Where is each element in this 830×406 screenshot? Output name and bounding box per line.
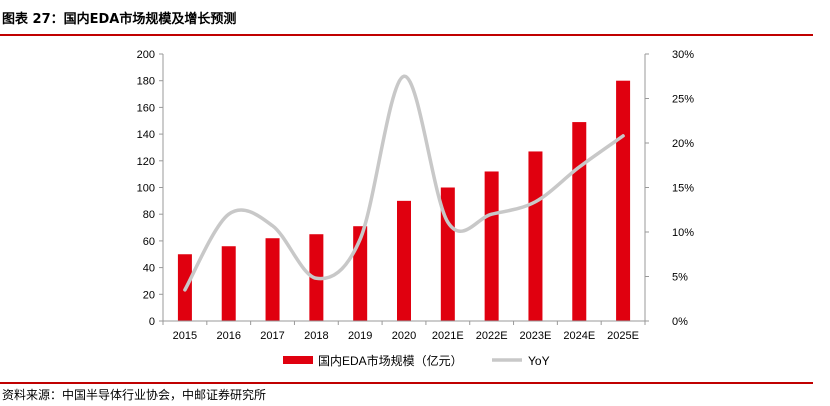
bar-2016 <box>221 246 236 321</box>
x-tick-label: 2024E <box>563 330 595 342</box>
x-tick-label: 2020 <box>392 330 416 342</box>
left-y-tick-label: 200 <box>137 49 155 61</box>
legend-bar-label: 国内EDA市场规模（亿元） <box>318 353 463 368</box>
yoy-line <box>183 74 625 292</box>
bar-series <box>177 80 631 322</box>
legend-bar-swatch <box>283 356 313 364</box>
right-y-tick-label: 10% <box>672 227 694 239</box>
left-y-tick-label: 160 <box>137 102 155 114</box>
right-y-tick-label: 25% <box>672 94 694 106</box>
chart: 0 20 40 60 80 100 120 140 160 180 200 0% 5% 10% 15% 20%… <box>137 49 695 368</box>
left-y-tick-label: 60 <box>143 236 155 248</box>
x-tick-label: 2015 <box>173 330 197 342</box>
left-y-tick-label: 100 <box>137 183 155 195</box>
axes: 0 20 40 60 80 100 120 140 160 180 200 0% 5% 10% 15% 20%… <box>137 49 695 342</box>
bar-2021E <box>440 187 455 321</box>
left-y-tick-label: 40 <box>143 263 155 275</box>
x-tick-label: 2019 <box>348 330 372 342</box>
bottom-rule <box>0 382 813 384</box>
x-tick-label: 2016 <box>216 330 240 342</box>
x-tick-label: 2018 <box>304 330 328 342</box>
legend: 国内EDA市场规模（亿元） YoY <box>283 353 550 368</box>
right-y-tick-label: 0% <box>672 316 688 328</box>
left-y-tick-label: 180 <box>137 76 155 88</box>
left-y-tick-label: 140 <box>137 129 155 141</box>
bar-2025E <box>616 80 631 321</box>
right-y-tick-label: 20% <box>672 138 694 150</box>
left-y-tick-label: 80 <box>143 209 155 221</box>
bar-2020 <box>397 200 411 321</box>
right-y-tick-label: 5% <box>672 272 688 284</box>
title-bar: 图表 27：国内EDA市场规模及增长预测 <box>0 0 813 36</box>
bar-2017 <box>265 238 280 321</box>
right-y-tick-label: 30% <box>672 49 694 61</box>
chart-title: 图表 27：国内EDA市场规模及增长预测 <box>2 12 237 27</box>
legend-line-label: YoY <box>528 354 550 368</box>
x-tick-label: 2025E <box>607 330 639 342</box>
right-y-tick-label: 15% <box>672 183 694 195</box>
bar-2023E <box>528 151 543 321</box>
x-tick-label: 2017 <box>260 330 284 342</box>
x-tick-label: 2021E <box>432 330 464 342</box>
source-note: 资料来源：中国半导体行业协会，中邮证券研究所 <box>2 388 267 402</box>
bar-2024E <box>572 122 587 322</box>
left-y-tick-label: 20 <box>143 289 155 301</box>
bar-2022E <box>484 171 499 321</box>
x-tick-label: 2022E <box>476 330 508 342</box>
left-y-tick-label: 120 <box>137 156 155 168</box>
yoy-line-series <box>183 74 625 292</box>
x-tick-label: 2023E <box>520 330 552 342</box>
left-y-tick-label: 0 <box>149 316 155 328</box>
